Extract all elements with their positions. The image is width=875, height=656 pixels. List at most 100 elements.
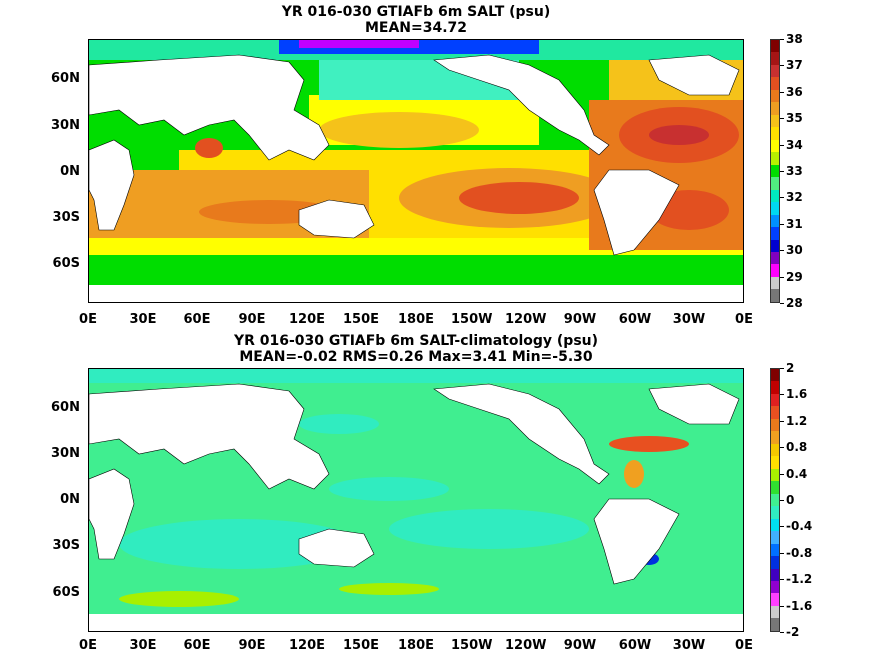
colorbar-tick [780, 632, 784, 633]
top-ylabel-60n: 60N [51, 71, 80, 86]
top-xlabel: 90W [563, 312, 597, 327]
top-xlabel: 120E [288, 312, 326, 327]
top-xlabel: 150E [342, 312, 380, 327]
colorbar-label: 31 [786, 216, 803, 231]
colorbar-label: 35 [786, 111, 803, 126]
colorbar-tick [780, 605, 784, 607]
top-map-svg [89, 40, 743, 302]
colorbar-swatch [771, 276, 779, 290]
colorbar-swatch [771, 418, 779, 432]
bottom-xlabel: 30E [129, 638, 157, 653]
top-xlabel: 120W [505, 312, 547, 327]
colorbar-tick [780, 144, 784, 146]
top-ylabel-60s: 60S [52, 256, 80, 271]
bottom-ylabel-0n: 0N [60, 492, 80, 507]
bottom-title-line1: YR 016-030 GTIAFb 6m SALT-climatology (p… [233, 333, 599, 349]
colorbar-swatch [771, 177, 779, 190]
bottom-anomaly-map [88, 368, 744, 632]
bottom-title-line2: MEAN=-0.02 RMS=0.26 Max=3.41 Min=-5.30 [239, 349, 593, 365]
bottom-xlabel: 30W [672, 638, 706, 653]
colorbar-label: 0.8 [786, 440, 808, 455]
colorbar-label: 0 [786, 493, 795, 507]
colorbar-swatch [771, 139, 779, 153]
colorbar-swatch [771, 52, 779, 65]
top-xlabel: 90E [238, 312, 266, 327]
bottom-map-svg [89, 369, 743, 631]
top-xlabel: 60W [618, 312, 652, 327]
bottom-ylabel-30n: 30N [51, 446, 80, 461]
bottom-xlabel: 150E [342, 638, 380, 653]
colorbar-swatch [771, 202, 779, 215]
bottom-xlabel: 60W [618, 638, 652, 653]
colorbar-swatch [771, 264, 779, 277]
colorbar-swatch [771, 531, 779, 544]
colorbar-label: 1.6 [786, 387, 808, 402]
colorbar-label: 30 [786, 243, 803, 258]
top-salinity-map [88, 39, 744, 303]
colorbar-swatch [771, 152, 779, 165]
colorbar-label: 32 [786, 190, 803, 205]
colorbar-label: 34 [786, 137, 803, 152]
colorbar-swatch [771, 393, 779, 407]
colorbar-swatch [771, 605, 779, 619]
colorbar-swatch [771, 251, 779, 265]
top-ylabel-0n: 0N [60, 164, 80, 179]
colorbar-swatch [771, 506, 779, 519]
colorbar-swatch [771, 493, 779, 507]
colorbar-swatch [771, 468, 779, 482]
bottom-xlabel: 150W [451, 638, 493, 653]
colorbar-label: 37 [786, 58, 803, 73]
bottom-ylabel-30s: 30S [52, 538, 80, 553]
colorbar-label: 29 [786, 269, 803, 284]
colorbar-tick [780, 420, 784, 422]
colorbar-tick [780, 579, 784, 581]
bottom-xlabel: 120W [505, 638, 547, 653]
colorbar-swatch [771, 568, 779, 581]
bottom-xlabel: 180E [397, 638, 435, 653]
colorbar-swatch [771, 543, 779, 557]
colorbar-swatch [771, 406, 779, 419]
bottom-title: YR 016-030 GTIAFb 6m SALT-climatology (p… [88, 333, 744, 365]
colorbar-tick [780, 447, 784, 449]
colorbar-tick [780, 250, 784, 252]
colorbar-label: 2 [786, 361, 795, 375]
colorbar-tick [780, 276, 784, 278]
colorbar-swatch [771, 239, 779, 252]
colorbar-tick [780, 171, 784, 172]
colorbar-swatch [771, 431, 779, 444]
colorbar-swatch [771, 456, 779, 469]
top-ylabel-30n: 30N [51, 118, 80, 133]
colorbar-tick [780, 65, 784, 67]
colorbar-swatch [771, 289, 779, 302]
colorbar-swatch [771, 381, 779, 394]
colorbar-tick [780, 552, 784, 554]
top-title-line2: MEAN=34.72 [364, 20, 468, 36]
colorbar-label: -1.2 [786, 572, 813, 587]
colorbar-swatch [771, 227, 779, 240]
colorbar-label: 0.4 [786, 466, 808, 481]
colorbar-tick [780, 500, 784, 501]
colorbar-swatch [771, 164, 779, 178]
top-xlabel: 30E [129, 312, 157, 327]
colorbar-tick [780, 39, 784, 40]
bottom-xlabel: 60E [183, 638, 211, 653]
colorbar-tick [780, 303, 784, 304]
colorbar-label: 38 [786, 32, 803, 46]
bottom-colorbar [770, 368, 780, 632]
top-title-line1: YR 016-030 GTIAFb 6m SALT (psu) [281, 4, 551, 20]
top-xlabel: 150W [451, 312, 493, 327]
colorbar-swatch [771, 214, 779, 228]
colorbar-swatch [771, 189, 779, 203]
top-xlabel: 0E [79, 312, 97, 327]
colorbar-swatch [771, 114, 779, 128]
colorbar-swatch [771, 40, 779, 53]
bottom-ylabel-60n: 60N [51, 400, 80, 415]
colorbar-swatch [771, 102, 779, 115]
colorbar-swatch [771, 481, 779, 494]
colorbar-swatch [771, 127, 779, 140]
top-xlabel: 0E [735, 312, 753, 327]
top-ylabel-30s: 30S [52, 210, 80, 225]
colorbar-tick [780, 473, 784, 475]
bottom-xlabel: 0E [79, 638, 97, 653]
colorbar-tick [780, 223, 784, 225]
